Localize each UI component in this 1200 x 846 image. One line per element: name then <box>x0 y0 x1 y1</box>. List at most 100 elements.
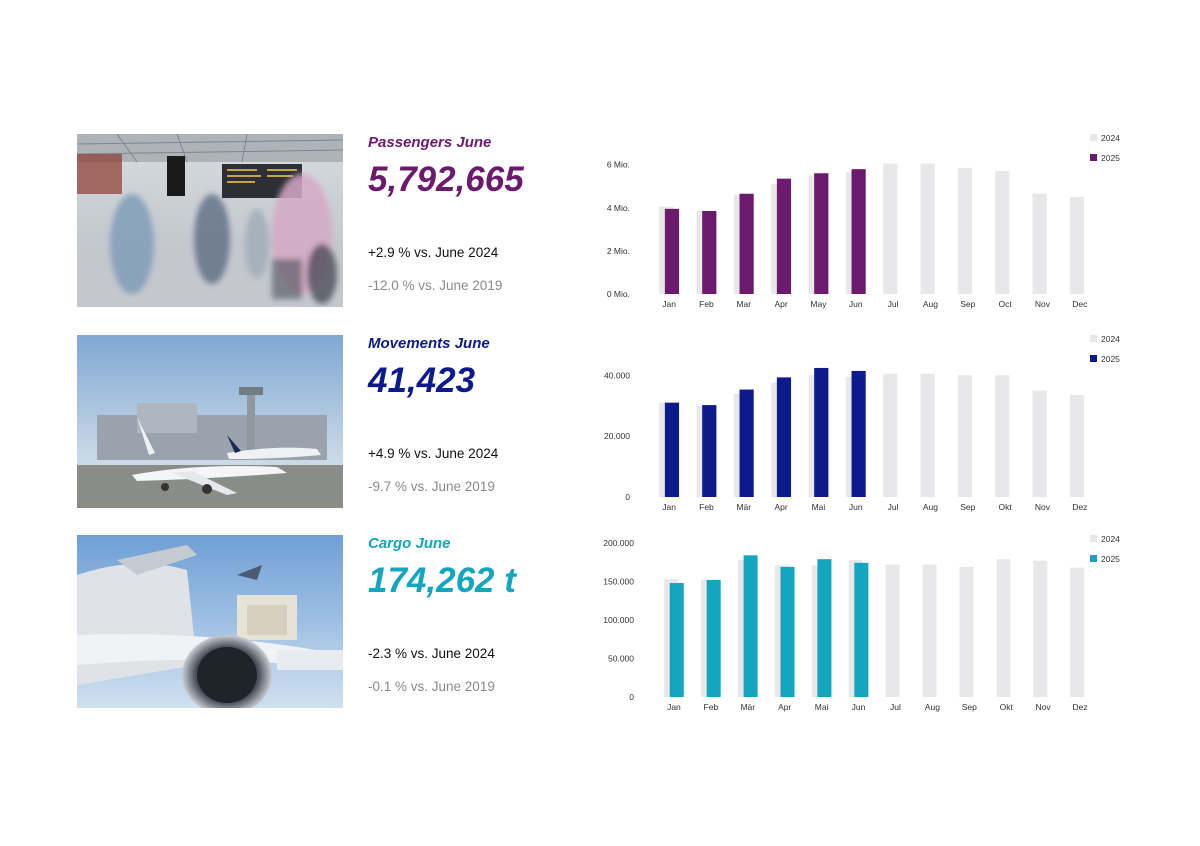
y-tick-label: 0 <box>629 692 634 702</box>
bar-2024-Jul <box>883 373 898 497</box>
bar-2025-Mai <box>814 367 829 497</box>
cargo-section: Cargo June 174,262 t -2.3 % vs. June 202… <box>0 534 1200 712</box>
bar-2024-Aug <box>920 373 935 497</box>
legend-swatch-2025 <box>1090 154 1097 161</box>
y-tick-label: 0 Mio. <box>607 289 630 299</box>
terminal-photo <box>77 134 343 307</box>
y-tick-label: 40.000 <box>604 370 630 380</box>
bar-2025-Jan <box>664 402 680 497</box>
x-tick-label: Jan <box>662 299 676 309</box>
x-tick-label: Oct <box>999 299 1013 309</box>
x-tick-label: Jan <box>667 702 681 712</box>
bar-2025-Jan <box>669 583 684 697</box>
legend-label-2024: 2024 <box>1101 334 1120 344</box>
y-tick-label: 2 Mio. <box>607 246 630 256</box>
bar-2024-Oct <box>995 171 1010 294</box>
passengers-section: Passengers June 5,792,665 +2.9 % vs. Jun… <box>0 133 1200 309</box>
x-tick-label: Jul <box>888 299 899 309</box>
x-tick-label: Okt <box>1000 702 1014 712</box>
x-tick-label: Sep <box>962 702 977 712</box>
bar-2024-Aug <box>920 163 935 294</box>
bar-2025-Jun <box>854 562 869 697</box>
bar-2025-May <box>814 173 829 294</box>
cargo-value: 174,262 t <box>368 561 516 600</box>
bar-2025-Jun <box>851 370 866 497</box>
x-tick-label: May <box>810 299 827 309</box>
legend-label-2025: 2025 <box>1101 354 1120 364</box>
bar-2024-Sep <box>957 375 973 497</box>
legend-label-2025: 2025 <box>1101 153 1120 163</box>
bar-2025-Mai <box>817 559 832 697</box>
bar-2025-Jun <box>851 169 866 294</box>
bar-2024-Okt <box>996 559 1011 697</box>
bar-2025-Mar <box>739 193 754 294</box>
bar-2024-Dez <box>1069 395 1085 497</box>
legend-swatch-2025 <box>1090 355 1097 362</box>
y-tick-label: 150.000 <box>603 577 634 587</box>
x-tick-label: Jun <box>852 702 866 712</box>
legend-label-2024: 2024 <box>1101 534 1120 544</box>
bar-2024-Aug <box>922 564 937 697</box>
legend-swatch-2024 <box>1090 535 1097 542</box>
x-tick-label: Jul <box>888 502 899 512</box>
x-tick-label: Aug <box>923 502 938 512</box>
x-tick-label: Sep <box>960 502 975 512</box>
x-tick-label: Jul <box>890 702 901 712</box>
x-tick-label: Mai <box>815 702 829 712</box>
y-tick-label: 20.000 <box>604 431 630 441</box>
legend-swatch-2024 <box>1090 134 1097 141</box>
x-tick-label: Apr <box>775 502 788 512</box>
bar-2025-Feb <box>702 405 717 497</box>
legend-swatch-2025 <box>1090 555 1097 562</box>
movements-vs-2019: -9.7 % vs. June 2019 <box>368 479 495 494</box>
bar-2024-Nov <box>1032 390 1047 497</box>
x-tick-label: Jan <box>662 502 676 512</box>
movements-section: Movements June 41,423 +4.9 % vs. June 20… <box>0 334 1200 512</box>
bar-2025-Feb <box>702 210 717 294</box>
bar-2025-Apr <box>776 178 792 294</box>
x-tick-label: Aug <box>925 702 940 712</box>
y-tick-label: 100.000 <box>603 615 634 625</box>
movements-chart: 0 20.000 40.000 Jan Feb Mär Apr Mai Jun Jul Aug Sep… <box>604 334 1120 512</box>
bar-2025-Jan <box>664 208 680 294</box>
bar-2024-Jul <box>883 163 898 294</box>
bar-2025-Apr <box>776 377 792 497</box>
bar-2024-Jul <box>885 564 900 697</box>
passengers-vs-2019: -12.0 % vs. June 2019 <box>368 278 503 293</box>
x-tick-label: Mär <box>740 702 755 712</box>
passengers-yoy: +2.9 % vs. June 2024 <box>368 245 499 260</box>
x-tick-label: Jun <box>849 502 863 512</box>
movements-value: 41,423 <box>368 361 476 400</box>
x-tick-label: Jun <box>849 299 863 309</box>
x-tick-label: Mai <box>812 502 826 512</box>
bar-2024-Nov <box>1032 193 1047 294</box>
bar-2024-Nov <box>1033 560 1048 697</box>
x-tick-label: Aug <box>923 299 938 309</box>
x-tick-label: Sep <box>960 299 975 309</box>
bar-2024-Sep <box>959 566 974 697</box>
passengers-title: Passengers June <box>368 134 492 151</box>
y-tick-label: 50.000 <box>608 654 634 664</box>
x-tick-label: Feb <box>699 502 714 512</box>
movements-yoy: +4.9 % vs. June 2024 <box>368 446 499 461</box>
cargo-chart: 0 50.000 100.000 150.000 200.000 Jan Feb Mär Apr… <box>603 534 1120 712</box>
bar-2025-Feb <box>706 579 721 697</box>
bar-2025-Mär <box>739 389 754 497</box>
y-tick-label: 4 Mio. <box>607 203 630 213</box>
x-tick-label: Mar <box>736 299 751 309</box>
x-tick-label: Dez <box>1072 502 1087 512</box>
movements-title: Movements June <box>368 335 490 352</box>
legend-swatch-2024 <box>1090 335 1097 342</box>
x-tick-label: Mär <box>736 502 751 512</box>
x-tick-label: Feb <box>699 299 714 309</box>
bar-2024-Dez <box>1070 567 1085 697</box>
passengers-value: 5,792,665 <box>368 160 524 199</box>
x-tick-label: Apr <box>775 299 788 309</box>
bar-2024-Okt <box>995 375 1010 497</box>
bar-2024-Dec <box>1069 196 1085 294</box>
y-tick-label: 0 <box>625 492 630 502</box>
legend-label-2024: 2024 <box>1101 133 1120 143</box>
y-tick-label: 200.000 <box>603 538 634 548</box>
airport-apron-photo <box>77 335 343 508</box>
cargo-vs-2019: -0.1 % vs. June 2019 <box>368 679 495 694</box>
